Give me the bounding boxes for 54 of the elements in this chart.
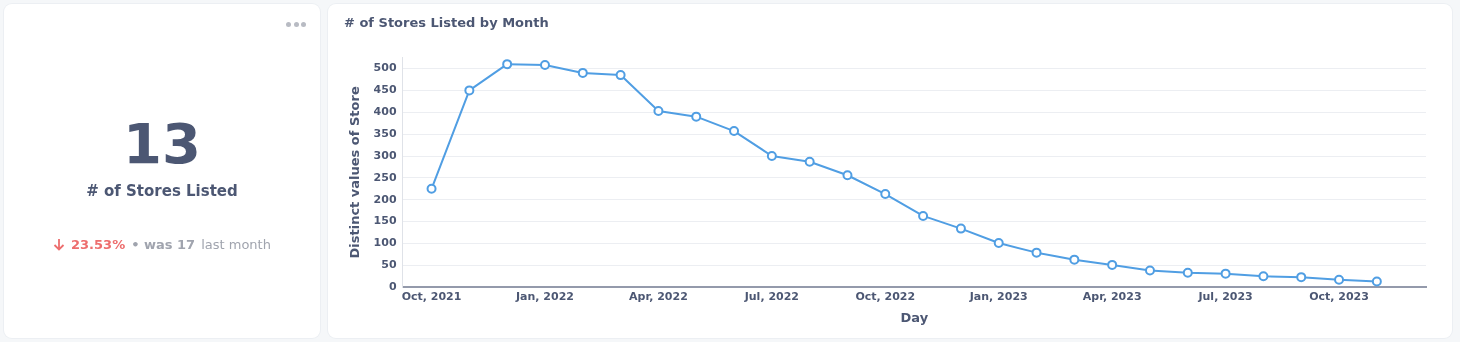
- point: [918, 210, 929, 221]
- point: [502, 59, 513, 70]
- text: • was 17: [131, 237, 196, 252]
- point: [842, 170, 853, 181]
- point: [615, 70, 626, 81]
- point: [1220, 268, 1231, 279]
- point: [1182, 267, 1193, 278]
- point: [955, 223, 966, 234]
- point: [1107, 259, 1118, 270]
- y-tick-label: 200: [373, 192, 397, 206]
- point: [993, 238, 1004, 249]
- y-tick-label: 50: [381, 258, 397, 272]
- point: [691, 111, 702, 122]
- point: [1258, 271, 1269, 282]
- text: 13: [122, 111, 202, 176]
- x-tick-label: Oct, 2023: [1309, 289, 1369, 303]
- point: [766, 151, 777, 161]
- x-tick-label: Jan, 2022: [514, 289, 574, 303]
- text: 23.53%: [71, 237, 126, 252]
- point: [804, 156, 815, 167]
- x-tick-label: Jan, 2023: [968, 289, 1028, 303]
- x-tick-label: Apr, 2022: [629, 289, 688, 303]
- x-tick-label: Oct, 2022: [855, 289, 916, 303]
- y-tick-label: 0: [388, 280, 397, 294]
- point: [1296, 272, 1307, 283]
- text: last month: [201, 237, 271, 252]
- x-tick-label: Jul, 2023: [1197, 289, 1253, 303]
- point: [464, 85, 475, 96]
- y-tick-label: 450: [373, 83, 397, 97]
- x-tick-label: Apr, 2023: [1082, 289, 1142, 303]
- point: [426, 183, 437, 194]
- point: [577, 67, 588, 78]
- y-tick-label: 100: [373, 236, 397, 250]
- chart-title: # of Stores Listed by Month: [344, 15, 549, 31]
- y-axis-title: Distinct values of Store: [347, 86, 363, 259]
- x-tick-label: Oct, 2021: [401, 289, 462, 303]
- point: [1334, 274, 1345, 285]
- text: # of Stores Listed: [85, 182, 239, 200]
- point: [1371, 276, 1382, 287]
- y-tick-label: 250: [373, 170, 397, 184]
- y-tick-label: 350: [373, 126, 397, 140]
- point: [653, 105, 664, 116]
- y-tick-label: 500: [373, 61, 397, 75]
- y-tick-label: 150: [373, 214, 397, 228]
- x-tick-label: Jul, 2022: [743, 289, 800, 303]
- y-tick-label: 300: [373, 148, 397, 162]
- point: [1069, 254, 1080, 265]
- point: [729, 126, 740, 137]
- x-axis-title: Day: [900, 309, 929, 325]
- point: [1144, 265, 1155, 276]
- point: [539, 60, 550, 71]
- point: [880, 189, 891, 200]
- point: [1031, 247, 1042, 258]
- y-tick-label: 400: [373, 105, 397, 119]
